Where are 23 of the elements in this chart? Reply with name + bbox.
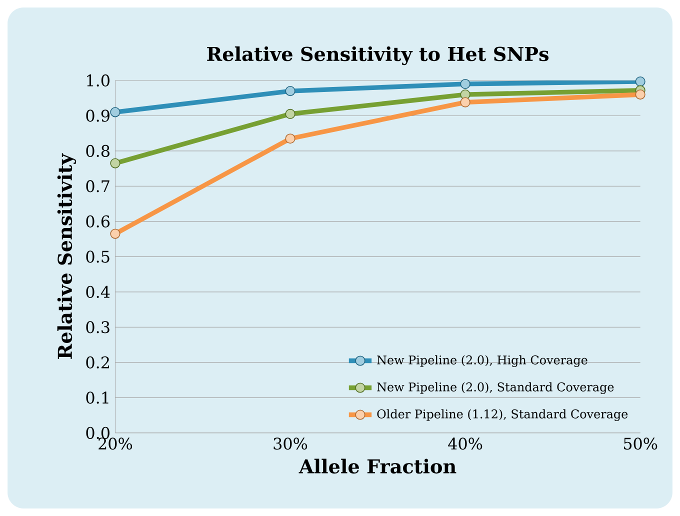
y-tick-label: 0.1 bbox=[86, 392, 108, 404]
y-tick-label: 0.5 bbox=[86, 250, 110, 263]
y-tick-label: 0.0 bbox=[86, 426, 110, 439]
x-tick-label: 50% bbox=[624, 438, 658, 450]
y-tick-label: 0.3 bbox=[86, 321, 110, 334]
x-tick-label: 20% bbox=[98, 438, 132, 450]
y-tick-label: 1.0 bbox=[87, 74, 110, 86]
y-tick-label: 0.4 bbox=[86, 286, 110, 298]
y-tick-label: 0.8 bbox=[86, 144, 110, 157]
chart-title: Relative Sensitivity to Het SNPs bbox=[207, 46, 549, 66]
legend-label: Older Pipeline (1.12), Standard Coverage bbox=[377, 409, 628, 421]
y-axis-title: Relative Sensitivity bbox=[57, 153, 76, 359]
x-tick-label: 40% bbox=[448, 438, 482, 450]
point bbox=[110, 158, 120, 168]
point bbox=[285, 108, 296, 119]
x-tick-label: 30% bbox=[274, 438, 308, 450]
y-tick-label: 0.7 bbox=[86, 180, 110, 192]
x-axis-title: Allele Fraction bbox=[298, 458, 456, 474]
legend-label: New Pipeline (2.0), Standard Coverage bbox=[377, 382, 614, 394]
y-tick-label: 0.6 bbox=[86, 215, 110, 228]
y-tick-label: 0.2 bbox=[86, 356, 109, 368]
y-tick-label: 0.9 bbox=[86, 110, 110, 122]
legend-label: New Pipeline (2.0), High Coverage bbox=[377, 355, 588, 367]
